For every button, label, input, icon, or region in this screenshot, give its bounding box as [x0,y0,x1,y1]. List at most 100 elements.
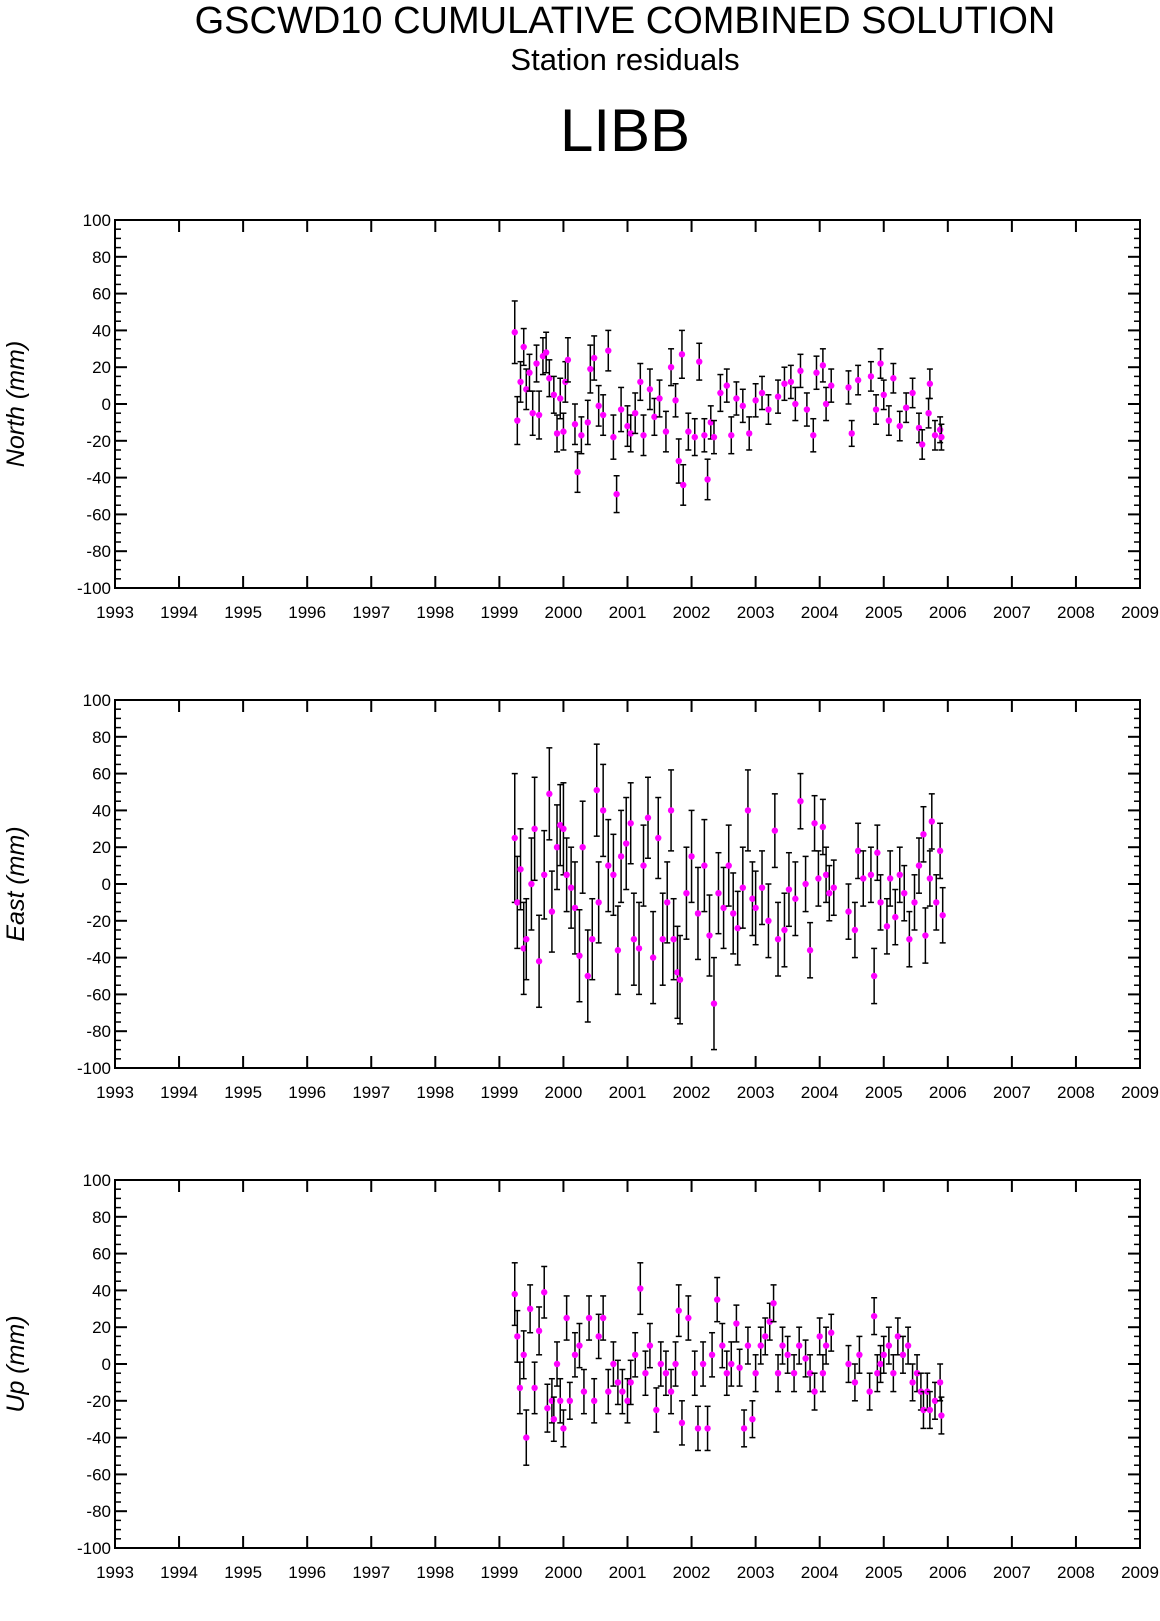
y-tick-label: -40 [86,1429,111,1448]
data-point [883,897,891,955]
point-marker [646,1342,654,1349]
x-tick-label: 2002 [673,1083,711,1102]
point-marker [781,380,788,387]
x-tick-label: 1996 [288,1563,326,1582]
data-point [752,1354,759,1393]
point-marker [785,886,793,893]
data-point [822,386,830,422]
point-marker [723,382,730,389]
data-point [880,379,887,411]
x-tick-label: 2001 [609,603,647,622]
data-point [830,859,837,917]
data-point [635,901,643,996]
data-point [728,416,735,455]
x-tick-label: 1994 [160,1083,198,1102]
data-point [904,1326,912,1365]
point-marker [851,1379,859,1386]
data-point [890,1354,897,1393]
x-tick-label: 2003 [737,603,775,622]
data-point [691,1350,698,1397]
point-marker [922,932,929,939]
data-point [936,822,944,880]
point-marker [657,1360,665,1368]
y-tick-label: -20 [86,432,111,451]
x-tick-label: 1996 [288,1083,326,1102]
x-tick-label: 2003 [737,1083,775,1102]
data-point [902,392,910,424]
point-marker [691,433,698,441]
point-marker [653,1406,660,1414]
point-marker [872,406,880,413]
x-tick-label: 1994 [160,1563,198,1582]
point-marker [623,840,630,847]
data-point [553,804,561,891]
data-point [605,818,612,913]
data-point [535,390,543,440]
point-marker [557,1397,564,1404]
data-point [926,368,934,400]
point-marker [828,1329,835,1336]
data-point [816,1317,823,1356]
point-marker [803,406,811,413]
point-marker [765,917,772,924]
point-marker [699,1360,707,1368]
point-marker [845,908,852,915]
point-marker [766,1318,773,1325]
data-point [920,805,927,863]
point-marker [851,926,859,934]
y-tick-label: 80 [92,1208,111,1227]
data-point [590,1377,598,1424]
data-point [656,379,663,418]
data-point [819,348,827,383]
point-marker [535,411,543,419]
data-point [774,379,782,414]
y-tick-label: 40 [92,1281,111,1300]
y-tick-label: 80 [92,728,111,747]
point-marker [925,410,932,417]
point-marker [675,1307,682,1314]
point-marker [736,1364,743,1371]
data-point [584,929,591,1023]
point-marker [856,1351,863,1358]
point-marker [595,1333,602,1340]
point-marker [587,365,594,373]
point-marker [757,1342,764,1349]
north-panel: 1993 1994 1995 1996 1997 1998 1999 2000 2001 2002… [2,211,1159,622]
data-point [939,886,946,944]
point-marker [605,862,612,869]
point-marker [880,1351,887,1358]
station-name: LIBB [559,97,691,164]
data-point [894,1317,902,1356]
point-marker [926,380,934,387]
point-marker [811,1388,818,1395]
data-point [590,335,598,381]
x-tick-label: 2005 [865,603,903,622]
data-point [589,897,596,981]
data-point [845,883,852,940]
x-tick-label: 1999 [480,1563,518,1582]
y-tick-label: 40 [92,321,111,340]
data-point [529,390,536,437]
data-point [931,419,939,451]
x-tick-label: 2007 [993,603,1031,622]
point-marker [845,1360,852,1368]
data-point [758,850,766,926]
data-point [685,412,692,451]
data-point [708,1331,716,1378]
point-marker [723,1370,730,1377]
data-point [517,828,524,911]
point-marker [630,936,638,943]
data-point [595,384,602,427]
point-marker [557,395,564,402]
point-marker [667,807,675,814]
data-point [664,861,671,944]
data-point [675,438,682,484]
y-tick-label: -40 [86,949,111,968]
data-point [779,1326,786,1365]
data-point [806,1354,814,1393]
point-marker [640,862,647,869]
point-marker [740,1425,748,1432]
point-marker [553,430,561,437]
point-marker [541,871,548,878]
y-axis-label: East (mm) [2,826,30,941]
